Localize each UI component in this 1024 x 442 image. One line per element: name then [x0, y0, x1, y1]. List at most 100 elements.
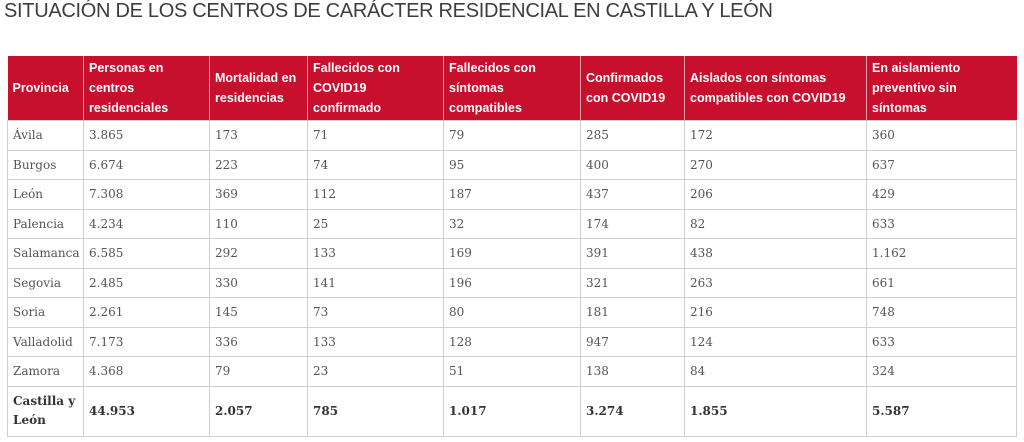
total-row: Castilla y León 44.953 2.057 785 1.017 3.274 1… — [7, 385, 1017, 437]
cell-confirmados: 174 — [580, 208, 685, 239]
total-cell-provincia: Castilla y León — [7, 385, 84, 437]
cell-confirmados: 400 — [580, 149, 685, 180]
cell-aislamiento-preventivo: 661 — [866, 267, 1017, 298]
cell-fallecidos-sintomas: 95 — [443, 149, 581, 180]
cell-aislados: 82 — [684, 208, 867, 239]
cell-mortalidad: 330 — [209, 267, 308, 298]
cell-aislamiento-preventivo: 748 — [866, 297, 1017, 328]
cell-mortalidad: 79 — [209, 356, 308, 387]
column-header-confirmados: Confirmados con COVID19 — [580, 56, 685, 121]
cell-fallecidos-confirmado: 73 — [307, 297, 444, 328]
cell-aislados: 216 — [684, 297, 867, 328]
table-row: León 7.308 369 112 187 437 206 429 — [7, 179, 1017, 210]
cell-confirmados: 947 — [580, 326, 685, 357]
table-row: Salamanca 6.585 292 133 169 391 438 1.162 — [7, 238, 1017, 269]
cell-aislamiento-preventivo: 324 — [866, 356, 1017, 387]
cell-mortalidad: 336 — [209, 326, 308, 357]
cell-fallecidos-sintomas: 79 — [443, 120, 581, 151]
cell-aislados: 124 — [684, 326, 867, 357]
cell-fallecidos-confirmado: 74 — [307, 149, 444, 180]
cell-aislamiento-preventivo: 633 — [866, 208, 1017, 239]
cell-provincia: Salamanca — [7, 238, 84, 269]
cell-fallecidos-confirmado: 112 — [307, 179, 444, 210]
cell-provincia: Palencia — [7, 208, 84, 239]
total-cell-aislados: 1.855 — [684, 385, 867, 437]
total-cell-mortalidad: 2.057 — [209, 385, 308, 437]
cell-fallecidos-sintomas: 80 — [443, 297, 581, 328]
cell-confirmados: 285 — [580, 120, 685, 151]
cell-provincia: Ávila — [7, 120, 84, 151]
cell-fallecidos-sintomas: 169 — [443, 238, 581, 269]
cell-personas: 7.173 — [83, 326, 210, 357]
cell-mortalidad: 223 — [209, 149, 308, 180]
column-header-aislados: Aislados con síntomas compatibles con CO… — [684, 56, 867, 121]
table-row: Valladolid 7.173 336 133 128 947 124 633 — [7, 326, 1017, 357]
cell-provincia: León — [7, 179, 84, 210]
cell-confirmados: 391 — [580, 238, 685, 269]
cell-provincia: Soria — [7, 297, 84, 328]
column-header-personas: Personas en centros residenciales — [83, 56, 210, 121]
cell-mortalidad: 292 — [209, 238, 308, 269]
column-header-provincia: Provincia — [7, 56, 84, 121]
cell-aislados: 270 — [684, 149, 867, 180]
table-row: Ávila 3.865 173 71 79 285 172 360 — [7, 120, 1017, 151]
cell-personas: 2.485 — [83, 267, 210, 298]
cell-fallecidos-sintomas: 187 — [443, 179, 581, 210]
cell-fallecidos-confirmado: 141 — [307, 267, 444, 298]
total-cell-confirmados: 3.274 — [580, 385, 685, 437]
cell-confirmados: 321 — [580, 267, 685, 298]
cell-fallecidos-confirmado: 25 — [307, 208, 444, 239]
table-row: Zamora 4.368 79 23 51 138 84 324 — [7, 356, 1017, 387]
cell-personas: 4.368 — [83, 356, 210, 387]
column-header-mortalidad: Mortalidad en residencias — [209, 56, 308, 121]
cell-mortalidad: 145 — [209, 297, 308, 328]
cell-aislados: 263 — [684, 267, 867, 298]
cell-fallecidos-sintomas: 128 — [443, 326, 581, 357]
total-cell-aislamiento-preventivo: 5.587 — [866, 385, 1017, 437]
column-header-fallecidos-sintomas: Fallecidos con síntomas compatibles — [443, 56, 581, 121]
cell-aislamiento-preventivo: 637 — [866, 149, 1017, 180]
cell-personas: 3.865 — [83, 120, 210, 151]
cell-mortalidad: 110 — [209, 208, 308, 239]
table-row: Segovia 2.485 330 141 196 321 263 661 — [7, 267, 1017, 298]
total-cell-fallecidos-sintomas: 1.017 — [443, 385, 581, 437]
total-cell-personas: 44.953 — [83, 385, 210, 437]
cell-mortalidad: 369 — [209, 179, 308, 210]
cell-personas: 4.234 — [83, 208, 210, 239]
cell-fallecidos-confirmado: 133 — [307, 238, 444, 269]
cell-fallecidos-sintomas: 32 — [443, 208, 581, 239]
table-header-row: Provincia Personas en centros residencia… — [7, 56, 1017, 121]
cell-fallecidos-confirmado: 23 — [307, 356, 444, 387]
cell-confirmados: 437 — [580, 179, 685, 210]
table-body: Ávila 3.865 173 71 79 285 172 360 Burgos 6.674 223… — [7, 120, 1017, 437]
column-header-fallecidos-confirmado: Fallecidos con COVID19 confirmado — [307, 56, 444, 121]
cell-mortalidad: 173 — [209, 120, 308, 151]
cell-fallecidos-sintomas: 51 — [443, 356, 581, 387]
cell-confirmados: 138 — [580, 356, 685, 387]
cell-aislamiento-preventivo: 1.162 — [866, 238, 1017, 269]
table-row: Soria 2.261 145 73 80 181 216 748 — [7, 297, 1017, 328]
table-row: Burgos 6.674 223 74 95 400 270 637 — [7, 149, 1017, 180]
cell-personas: 2.261 — [83, 297, 210, 328]
cell-aislados: 438 — [684, 238, 867, 269]
cell-aislados: 206 — [684, 179, 867, 210]
cell-aislamiento-preventivo: 429 — [866, 179, 1017, 210]
cell-fallecidos-confirmado: 71 — [307, 120, 444, 151]
table-row: Palencia 4.234 110 25 32 174 82 633 — [7, 208, 1017, 239]
cell-confirmados: 181 — [580, 297, 685, 328]
cell-aislados: 172 — [684, 120, 867, 151]
cell-personas: 6.674 — [83, 149, 210, 180]
cell-aislados: 84 — [684, 356, 867, 387]
cell-provincia: Zamora — [7, 356, 84, 387]
cell-fallecidos-confirmado: 133 — [307, 326, 444, 357]
cell-provincia: Burgos — [7, 149, 84, 180]
cell-aislamiento-preventivo: 360 — [866, 120, 1017, 151]
cell-aislamiento-preventivo: 633 — [866, 326, 1017, 357]
residential-centers-table: Provincia Personas en centros residencia… — [7, 56, 1017, 437]
column-header-aislamiento-preventivo: En aislamiento preventivo sin síntomas — [866, 56, 1017, 121]
cell-fallecidos-sintomas: 196 — [443, 267, 581, 298]
page-title: SITUACIÓN DE LOS CENTROS DE CARÁCTER RES… — [4, 0, 773, 22]
cell-personas: 7.308 — [83, 179, 210, 210]
cell-provincia: Valladolid — [7, 326, 84, 357]
cell-personas: 6.585 — [83, 238, 210, 269]
